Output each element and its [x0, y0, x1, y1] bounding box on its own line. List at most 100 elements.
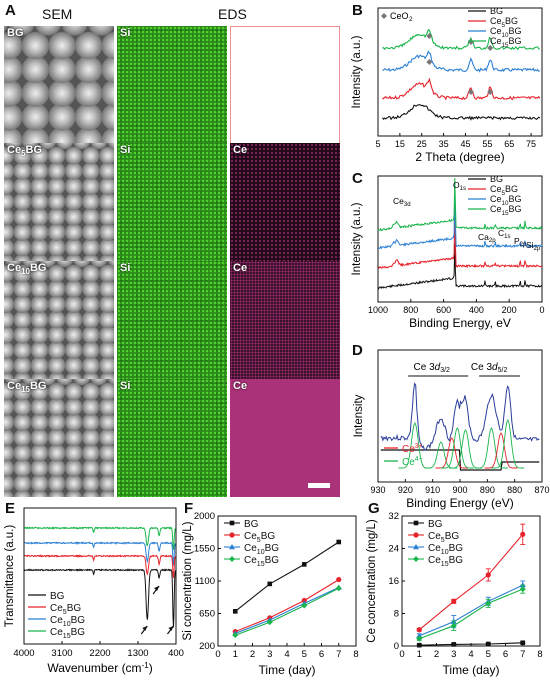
data-point	[450, 622, 457, 629]
ceo2-legend-marker	[381, 13, 387, 19]
series-line	[377, 177, 543, 232]
ceo2-legend-sub: 2	[409, 16, 413, 23]
legend-marker	[413, 556, 419, 562]
sample-label: Ce15BG	[7, 380, 47, 395]
si-release-chart: 0 1 2 3 4 5 6 7 8 200 650 1100 1550 2000 Time (day) Si …	[182, 511, 359, 677]
legend-label: Ce15BG	[490, 36, 522, 49]
series-line	[419, 584, 524, 637]
y-tick-label: 24	[388, 544, 399, 555]
element-label-si: Si	[120, 262, 131, 274]
arrow-head	[142, 626, 148, 631]
sem-image: Ce10BG	[4, 261, 114, 379]
fit-component	[475, 426, 508, 469]
ceo2-legend-label: CeO	[390, 11, 409, 21]
ce-eds-map: Ce	[230, 261, 340, 379]
series-line	[378, 203, 543, 269]
legend-label: Ce15BG	[428, 555, 463, 568]
legend-label: Ce5BG	[50, 603, 81, 616]
legend-marker	[229, 520, 235, 526]
series-line	[382, 28, 540, 51]
data-point	[485, 572, 491, 578]
legend-label: BG	[490, 174, 503, 184]
x-tick-label: 1	[417, 649, 422, 660]
data-point	[451, 598, 457, 604]
peak-label: P2p	[514, 236, 527, 248]
x-tick-label: 920	[398, 485, 413, 495]
xps-survey-chart: 1000 800 600 400 200 0 Binding Energy, eV Inten…	[351, 174, 545, 330]
element-label-ce: Ce	[233, 380, 248, 392]
ce-release-chart: 0 1 2 3 4 5 6 7 8 0 8 16 24 32 Time (day) Ce concentrat…	[366, 511, 543, 677]
series-line	[381, 104, 541, 121]
y-axis-label: Ce concentration (mg/L)	[366, 519, 378, 643]
ceo2-marker	[487, 89, 494, 95]
data-point	[416, 642, 422, 648]
peak-label: C1s	[498, 228, 510, 240]
x-tick-label: 6	[319, 649, 324, 660]
series-line	[24, 554, 176, 579]
legend-label: Ce5BG	[244, 531, 275, 544]
annotation-3d32: Ce 3d3/2	[414, 362, 451, 374]
y-axis-label: Si concentration (mg/L)	[182, 521, 194, 640]
data-point	[520, 640, 526, 646]
legend-label: BG	[244, 519, 259, 530]
x-tick-label: 200	[502, 305, 517, 315]
annotation-3d52: Ce 3d5/2	[471, 362, 508, 374]
panel-label-a: A	[5, 2, 16, 19]
x-tick-label: 4	[284, 649, 289, 660]
sem-image: Ce5BG	[4, 143, 114, 261]
legend-label: Ce15BG	[244, 555, 279, 568]
element-label-ce: Ce	[233, 262, 248, 274]
x-tick-label: 3100	[51, 648, 72, 659]
data-point	[520, 531, 526, 537]
x-tick-label: 5	[486, 649, 491, 660]
sem-image: Ce15BG	[4, 379, 114, 497]
y-tick-label: 16	[388, 576, 399, 587]
xrd-chart: 5 15 25 35 45 55 65 75 2 Theta (degree) Intensity…	[351, 6, 543, 164]
y-tick-label: 0	[394, 641, 399, 652]
data-point	[301, 562, 307, 567]
x-tick-label: 1000	[368, 305, 388, 315]
ceo2-marker	[467, 89, 474, 95]
y-axis-label: Intensity (a.u.)	[351, 202, 363, 275]
data-point	[232, 632, 239, 639]
ce-eds-map	[230, 26, 340, 144]
legend-marker	[413, 520, 419, 526]
x-tick-label: 25	[417, 139, 427, 149]
y-axis-label: Intensity (a.u.)	[351, 35, 363, 108]
y-tick-label: 200	[199, 641, 215, 652]
fit-component	[484, 432, 518, 469]
data-point	[266, 619, 273, 626]
legend-label: Ce10BG	[490, 194, 522, 207]
x-tick-label: 1	[233, 649, 238, 660]
series-line	[24, 541, 176, 566]
x-tick-label: 2	[250, 649, 255, 660]
panel-label-b: B	[352, 2, 363, 19]
plot-frame	[377, 7, 543, 137]
data-point	[485, 600, 492, 607]
ce-eds-map: Ce	[230, 143, 340, 261]
legend-label: BG	[50, 591, 65, 602]
peak-label: Ce3d	[393, 196, 411, 208]
series-line	[377, 243, 543, 290]
x-tick-label: 55	[482, 139, 492, 149]
legend-ce4: Ce4+	[402, 456, 423, 468]
series-line	[419, 588, 524, 640]
x-axis-label: Time (day)	[443, 663, 500, 677]
series-line	[418, 533, 524, 631]
sem-image: BG	[4, 26, 114, 144]
fit-component	[435, 437, 469, 469]
data-point	[336, 539, 342, 545]
x-tick-label: 400	[168, 648, 184, 659]
x-tick-label: 75	[526, 139, 536, 149]
series-line	[235, 587, 340, 634]
xps-ce3d-chart: 930 920 910 900 890 880 870 Binding Energy (eV)…	[353, 349, 550, 510]
fit-component	[449, 429, 482, 469]
x-tick-label: 35	[439, 139, 449, 149]
legend-marker	[413, 532, 419, 538]
sample-label: Ce10BG	[7, 262, 47, 277]
ftir-chart: 4000 3100 2200 1300 400 Wavenumber (cm-1) Tran…	[4, 507, 184, 675]
peak-label: Ca2p	[478, 232, 496, 244]
legend-label: Ce5BG	[428, 531, 459, 544]
si-eds-map: Si	[117, 261, 227, 379]
x-tick-label: 4	[468, 649, 473, 660]
